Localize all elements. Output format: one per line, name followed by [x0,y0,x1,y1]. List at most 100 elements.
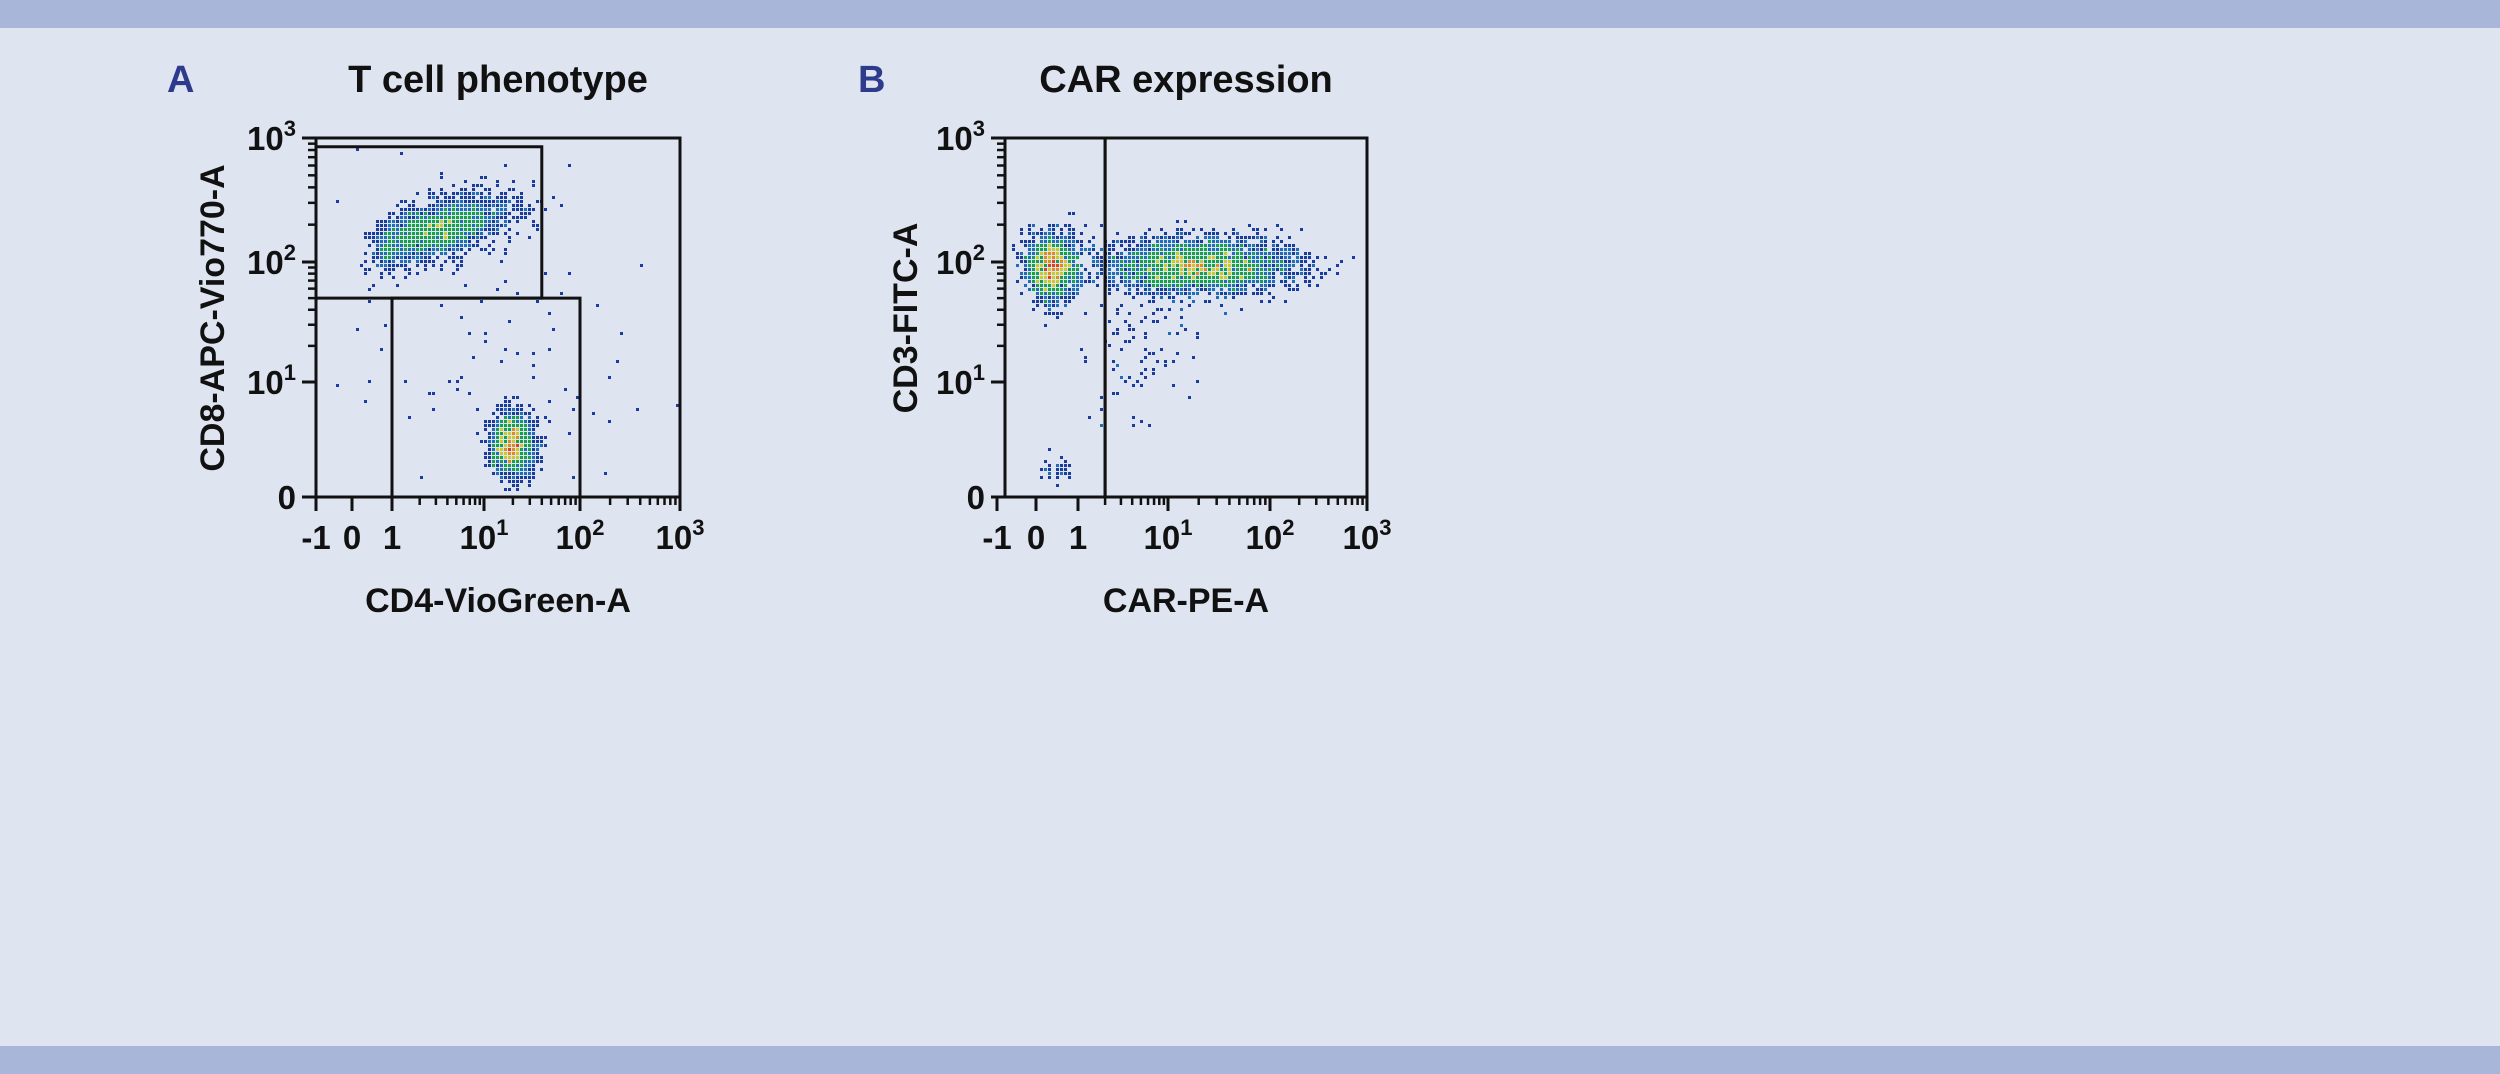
event-bin [1080,272,1083,275]
event-bin [1296,248,1299,251]
event-bin [1064,252,1067,255]
event-bin [1048,476,1051,479]
event-bin [1052,256,1055,259]
event-bin [1044,284,1047,287]
event-bin [380,252,383,255]
event-bin [1316,284,1319,287]
event-bin [1028,288,1031,291]
event-bin [1216,236,1219,239]
event-bin [1180,316,1183,319]
event-bin [1160,240,1163,243]
event-bin [1176,260,1179,263]
event-bin [492,412,495,415]
event-bin [404,244,407,247]
event-bin [1284,252,1287,255]
event-bin [516,444,519,447]
event-bin [380,240,383,243]
event-bin [1236,244,1239,247]
event-bin [1128,276,1131,279]
event-bin [1136,292,1139,295]
event-bin [392,224,395,227]
event-bin [1044,324,1047,327]
event-bin [512,484,515,487]
event-bin [1048,280,1051,283]
event-bin [436,236,439,239]
event-bin [1204,300,1207,303]
event-bin [1108,248,1111,251]
event-bin [1208,276,1211,279]
event-bin [1296,288,1299,291]
event-bin [452,260,455,263]
event-bin [508,452,511,455]
event-bin [1264,244,1267,247]
event-bin [520,464,523,467]
event-bin [1144,248,1147,251]
event-bin [436,196,439,199]
event-bin [516,448,519,451]
event-bin [508,432,511,435]
event-bin [1112,368,1115,371]
event-bin [1252,228,1255,231]
event-bin [1168,272,1171,275]
event-bin [524,464,527,467]
event-bin [380,276,383,279]
event-bin [488,460,491,463]
event-bin [484,464,487,467]
event-bin [1124,340,1127,343]
event-bin [472,220,475,223]
event-bin [1156,244,1159,247]
event-bin [504,404,507,407]
event-bin [492,224,495,227]
event-bin [512,480,515,483]
event-bin [532,428,535,431]
event-bin [368,268,371,271]
gate[interactable] [390,296,582,499]
event-bin [456,200,459,203]
event-bin [464,180,467,183]
event-bin [1128,280,1131,283]
event-bin [1080,284,1083,287]
event-bin [512,396,515,399]
event-bin [1152,252,1155,255]
event-bin [452,244,455,247]
event-bin [1152,296,1155,299]
event-bin [416,220,419,223]
event-bin [1256,268,1259,271]
event-bin [1152,312,1155,315]
gate[interactable] [1003,136,1107,499]
event-bin [1312,260,1315,263]
event-bin [1324,256,1327,259]
event-bin [1184,276,1187,279]
event-bin [568,272,571,275]
event-bin [488,244,491,247]
event-bin [372,236,375,239]
event-bin [508,456,511,459]
event-bin [404,264,407,267]
event-bin [464,244,467,247]
gate[interactable] [1103,136,1369,499]
event-bin [456,208,459,211]
event-bin [1108,244,1111,247]
event-bin [440,244,443,247]
event-bin [1196,280,1199,283]
event-bin [1296,256,1299,259]
x-tick-label: 0 [343,519,361,556]
event-bin [496,424,499,427]
event-bin [1136,264,1139,267]
event-bin [1036,232,1039,235]
event-bin [484,212,487,215]
event-bin [1208,272,1211,275]
event-bin [1044,460,1047,463]
event-bin [1172,276,1175,279]
event-bin [1168,248,1171,251]
event-bin [516,408,519,411]
event-bin [1204,256,1207,259]
event-bin [1304,268,1307,271]
event-bin [464,188,467,191]
event-bin [508,408,511,411]
event-bin [1056,264,1059,267]
event-bin [1224,252,1227,255]
event-bin [568,432,571,435]
event-bin [1068,260,1071,263]
event-bin [1132,264,1135,267]
